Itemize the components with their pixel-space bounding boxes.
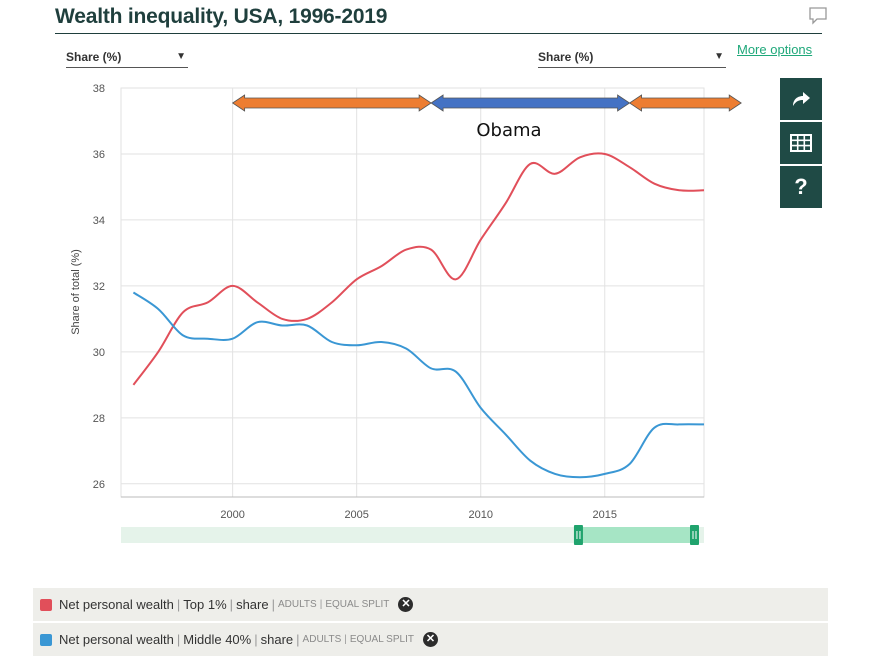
legend-separator: |	[254, 632, 258, 647]
legend-qualifier: EQUAL SPLIT	[325, 599, 390, 610]
legend-separator: |	[271, 597, 275, 612]
line-chart: 26 28 30 32 34 36 38 2000 2005 2010 2015 Share of…	[70, 83, 742, 545]
legend-swatch-top1	[40, 598, 52, 611]
x-tick-label: 2000	[220, 509, 244, 521]
share-arrow-icon	[793, 92, 810, 106]
slider-handle-right	[690, 525, 699, 545]
y-tick-label: 32	[93, 281, 105, 293]
left-axis-select[interactable]: Share (%) ▼	[66, 45, 188, 68]
legend-separator: |	[229, 597, 234, 612]
title-divider	[55, 33, 822, 34]
y-axis-label: Share of total (%)	[70, 249, 82, 335]
page-title: Wealth inequality, USA, 1996-2019	[55, 5, 388, 28]
legend-measure: share	[236, 597, 269, 612]
double-arrow-3	[628, 94, 742, 112]
legend-item-top1: Net personal wealth | Top 1% | share | A…	[33, 588, 828, 621]
legend-measure: share	[260, 632, 294, 647]
y-axis-ticks: 26 28 30 32 34 36 38	[93, 83, 105, 491]
legend-main: Net personal wealth	[59, 632, 174, 647]
legend-qualifier: EQUAL SPLIT	[349, 634, 414, 645]
y-tick-label: 36	[93, 149, 105, 161]
x-tick-label: 2005	[344, 509, 368, 521]
more-options-link[interactable]: More options	[737, 42, 813, 57]
chart-grid	[120, 87, 705, 498]
legend-qualifier: ADULTS	[302, 634, 342, 645]
legend-main: Net personal wealth	[59, 597, 174, 612]
right-axis-select[interactable]: Share (%) ▼	[538, 45, 726, 68]
y-tick-label: 34	[93, 215, 105, 227]
legend-separator: |	[176, 632, 181, 647]
legend-item-middle40: Net personal wealth | Middle 40% | share…	[33, 623, 828, 656]
y-tick-label: 38	[93, 83, 105, 95]
y-tick-label: 26	[93, 479, 105, 491]
double-arrow-1	[231, 94, 432, 112]
slider-handle-left	[573, 525, 583, 545]
annotation-arrows	[231, 94, 742, 112]
x-tick-label: 2010	[468, 509, 492, 521]
legend-separator: |	[296, 632, 300, 647]
share-button[interactable]	[780, 78, 822, 120]
legend-bracket: Middle 40%	[183, 632, 252, 647]
comment-icon[interactable]	[808, 6, 828, 26]
remove-series-icon[interactable]: ✕	[422, 632, 438, 647]
x-axis-ticks: 2000 2005 2010 2015	[220, 509, 617, 521]
annotation-label: Obama	[476, 120, 541, 141]
remove-series-icon[interactable]: ✕	[398, 597, 414, 612]
left-axis-select-label: Share (%)	[66, 50, 122, 64]
double-arrow-2	[430, 94, 631, 112]
chevron-down-icon: ▼	[714, 51, 724, 62]
legend-qualifier: ADULTS	[277, 599, 317, 610]
series-line-top1	[132, 152, 705, 386]
table-icon	[790, 134, 812, 152]
y-tick-label: 30	[93, 347, 105, 359]
slider-selection	[577, 527, 694, 543]
table-view-button[interactable]	[780, 122, 822, 164]
help-question-icon: ?	[794, 174, 808, 199]
right-axis-select-label: Share (%)	[538, 50, 594, 64]
help-button[interactable]: ?	[780, 166, 822, 208]
series-line-middle40	[132, 291, 705, 479]
slider-track	[121, 527, 704, 543]
legend-separator: |	[344, 634, 347, 645]
series-lines	[132, 152, 705, 479]
chevron-down-icon: ▼	[176, 51, 186, 62]
legend-swatch-middle40	[40, 633, 52, 646]
x-tick-label: 2015	[593, 509, 617, 521]
range-slider[interactable]	[121, 525, 704, 545]
plot-frame	[120, 87, 705, 498]
legend-separator: |	[319, 599, 323, 610]
y-tick-label: 28	[93, 413, 105, 425]
legend-bracket: Top 1%	[183, 597, 227, 612]
legend-separator: |	[176, 597, 181, 612]
